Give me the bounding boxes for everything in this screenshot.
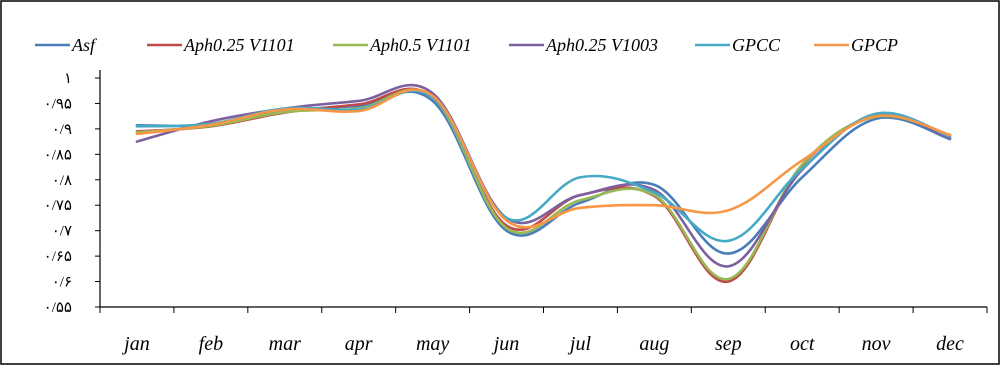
x-tick-label: oct [790,333,815,355]
x-tick-label: jan [121,333,150,355]
x-tick-label: feb [199,333,223,355]
legend-label: Asf [71,35,98,55]
legend-label: GPCP [851,35,898,55]
legend-label: Aph0.25 V1101 [183,35,295,55]
series-line-aph0-5-v1101 [135,88,952,281]
x-tick-label: nov [862,333,891,355]
legend-label: Aph0.5 V1101 [369,35,472,55]
y-tick-label: ۰/۷۵ [44,198,72,214]
y-tick-label: ۰/۶ [52,275,72,291]
y-tick-label: ۰/۹ [52,122,72,138]
x-tick-label: dec [936,333,964,355]
series-line-gpcp [135,88,952,229]
y-tick-label: ۰/۷ [52,224,72,240]
x-tick-label: apr [345,333,373,355]
series-lines [135,83,952,283]
legend-label: Aph0.25 V1003 [545,35,658,55]
y-tick-label: ۰/۵۵ [44,300,72,316]
y-tick-label: ۰/۹۵ [44,96,72,112]
y-tick-label: ۰/۸۵ [44,147,72,163]
x-tick-label: jul [567,333,592,355]
x-tick-label: may [416,333,449,355]
x-tick-label: mar [269,333,301,355]
x-tick-label: sep [715,333,742,355]
x-tick-label: jun [491,333,520,355]
x-axis: jan feb mar apr may jun jul aug sep oct nov dec [99,306,988,355]
x-tick-label: aug [639,333,669,355]
y-tick-label: ۱ [64,71,72,87]
y-axis: ۱ ۰/۹۵ ۰/۹ ۰/۸۵ ۰/۸ ۰/۷۵ ۰/۷ ۰/۶۵ ۰/۶ ۰/۵۵ [44,70,101,316]
legend-label: GPCC [732,35,781,55]
y-tick-label: ۰/۶۵ [44,249,72,265]
y-tick-label: ۰/۸ [52,173,72,189]
legend: Asf Aph0.25 V1101 Aph0.5 V1101 Aph0.25 V100… [35,35,898,55]
